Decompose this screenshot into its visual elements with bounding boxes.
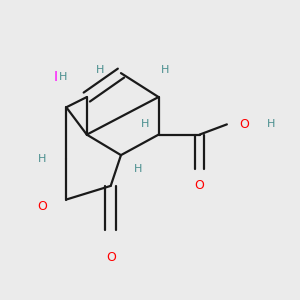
Text: H: H: [96, 65, 105, 75]
Text: H: H: [161, 65, 170, 75]
Text: H: H: [267, 119, 275, 129]
Text: H: H: [134, 164, 142, 174]
Text: O: O: [239, 118, 249, 131]
Text: H: H: [38, 154, 46, 164]
Text: H: H: [141, 119, 149, 129]
Text: O: O: [195, 179, 205, 192]
Text: O: O: [38, 200, 47, 213]
Text: H: H: [59, 71, 67, 82]
Text: O: O: [106, 251, 116, 264]
Text: I: I: [54, 70, 58, 83]
